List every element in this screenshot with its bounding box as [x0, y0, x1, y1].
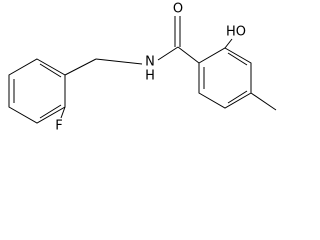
atom-label: H	[145, 69, 155, 84]
atom-label: HO	[226, 25, 246, 40]
atom-label: N	[145, 55, 155, 70]
bonds	[8, 16, 277, 124]
carbonyl-ring-bond	[177, 46, 200, 64]
fluorophenyl-ring	[8, 58, 66, 124]
atom-label: O	[173, 2, 183, 17]
atom-label: F	[55, 119, 62, 134]
ring-ch2-bond	[64, 58, 97, 76]
structure-diagram: O HO N H F	[8, 2, 277, 134]
inner-bond	[39, 104, 62, 119]
inner-bond	[227, 90, 248, 104]
methyl-bond	[250, 92, 277, 111]
inner-bond	[227, 52, 248, 66]
ch2-n-bond	[95, 58, 143, 65]
n-carbonyl-bond	[157, 46, 179, 61]
inner-bond	[39, 63, 62, 78]
fluorine-bond	[60, 106, 66, 119]
hydroxyphenyl-ring	[198, 47, 252, 109]
page: O HO N H F (() => { const data = JSON.pa…	[8, 1, 277, 134]
hydroxyl-bond	[224, 38, 233, 49]
